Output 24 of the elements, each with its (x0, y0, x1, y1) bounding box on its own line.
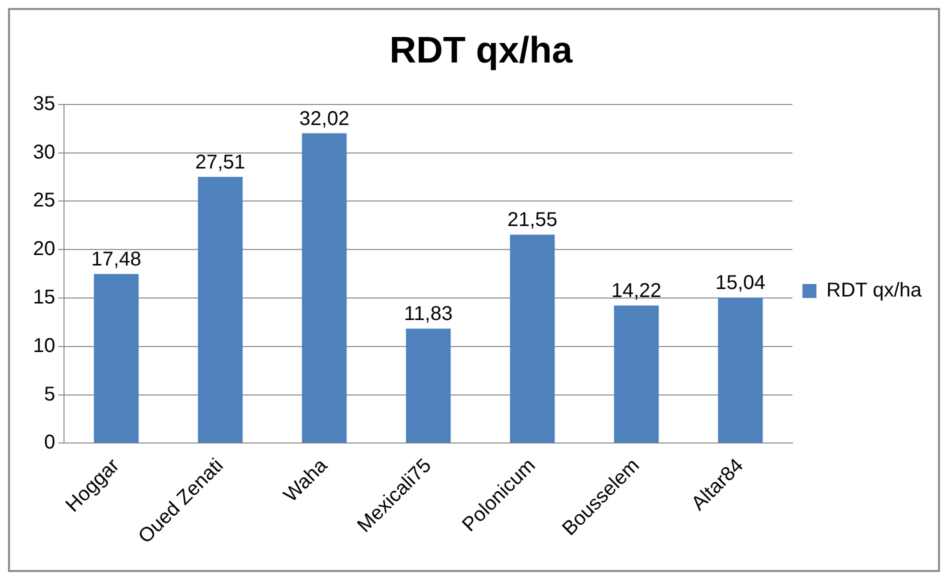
y-tick-label: 15 (32, 286, 56, 309)
data-label: 27,51 (195, 151, 246, 174)
chart-title: RDT qx/ha (390, 29, 573, 70)
y-tick-label: 10 (32, 334, 56, 357)
data-label: 11,83 (404, 303, 453, 326)
y-tick-label: 30 (32, 141, 56, 164)
bar (718, 298, 763, 443)
bar (94, 274, 139, 443)
bar (302, 133, 347, 443)
data-label: 21,55 (507, 209, 558, 232)
data-label: 17,48 (91, 248, 142, 271)
data-label: 14,22 (611, 280, 662, 302)
bar (510, 234, 555, 443)
y-tick-label: 35 (32, 92, 56, 115)
data-label: 32,02 (299, 108, 350, 130)
y-tick-label: 5 (44, 383, 56, 406)
bar (198, 176, 243, 443)
legend-label: RDT qx/ha (826, 280, 923, 302)
y-tick-label: 25 (32, 190, 56, 212)
data-label: 15,04 (715, 272, 766, 294)
y-tick-label: 0 (44, 432, 56, 454)
bar (614, 306, 659, 443)
bar (406, 328, 451, 443)
y-tick-label: 20 (32, 238, 56, 260)
